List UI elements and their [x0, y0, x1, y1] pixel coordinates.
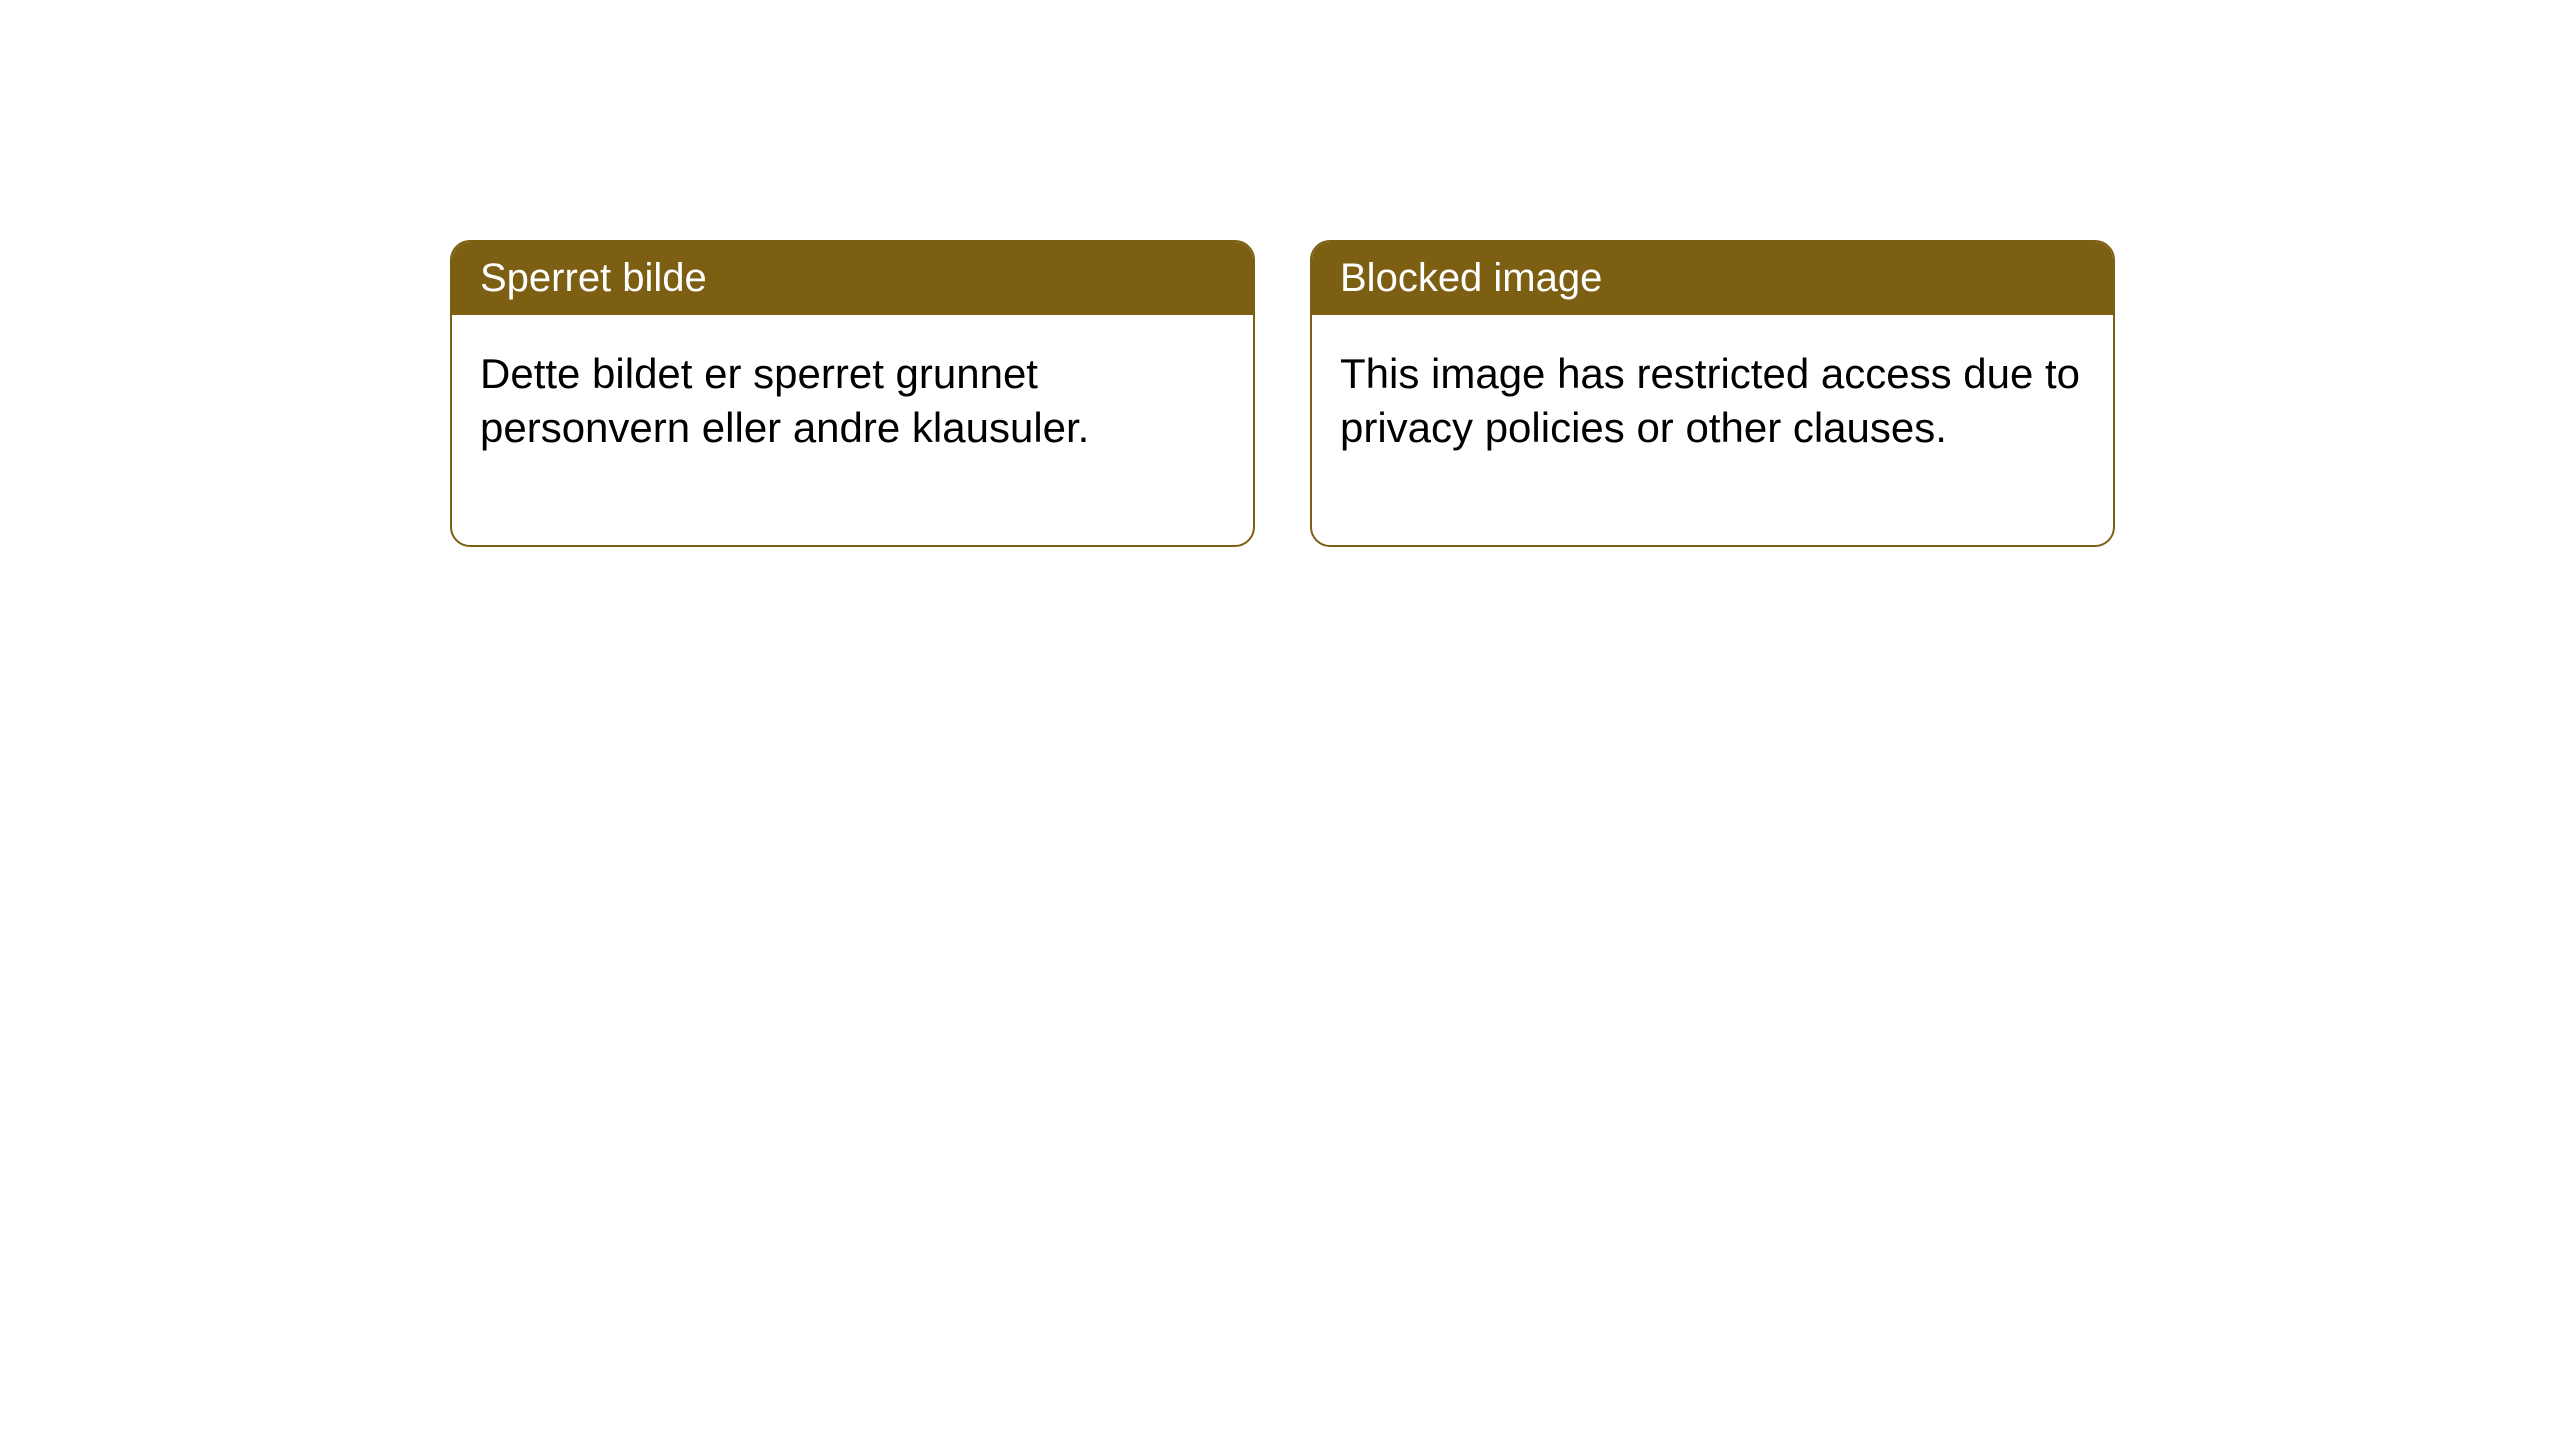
card-title: Blocked image — [1340, 256, 1602, 300]
notice-cards-container: Sperret bilde Dette bildet er sperret gr… — [450, 240, 2115, 547]
notice-card-norwegian: Sperret bilde Dette bildet er sperret gr… — [450, 240, 1255, 547]
card-title: Sperret bilde — [480, 256, 707, 300]
card-header: Blocked image — [1312, 242, 2113, 315]
notice-card-english: Blocked image This image has restricted … — [1310, 240, 2115, 547]
card-body: Dette bildet er sperret grunnet personve… — [452, 315, 1253, 545]
card-body-text: Dette bildet er sperret grunnet personve… — [480, 350, 1089, 451]
card-body-text: This image has restricted access due to … — [1340, 350, 2080, 451]
card-body: This image has restricted access due to … — [1312, 315, 2113, 545]
card-header: Sperret bilde — [452, 242, 1253, 315]
